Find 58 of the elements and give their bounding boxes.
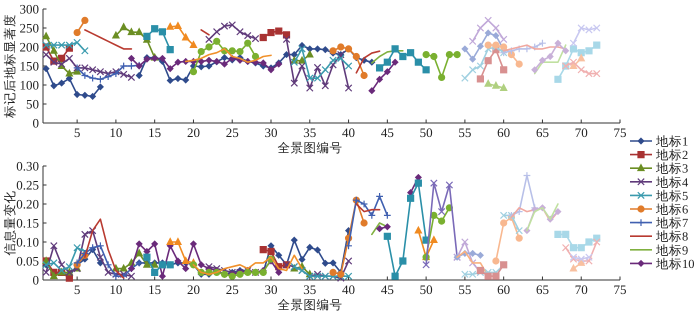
x-tick-label: 5: [74, 282, 80, 297]
y-tick-label: 0.20: [16, 196, 39, 212]
x-tick-label: 65: [536, 282, 549, 297]
x-tick-label: 20: [186, 282, 200, 297]
x-tick-label: 65: [536, 125, 549, 140]
y-tick-label: 0.25: [16, 178, 39, 192]
x-tick-label: 20: [186, 125, 200, 140]
legend-label: 地标2: [655, 148, 688, 162]
legend-label: 地标5: [655, 188, 688, 203]
x-tick-label: 60: [497, 282, 510, 297]
x-tick-label: 70: [574, 125, 588, 140]
y-tick-label: 300: [20, 2, 39, 16]
y-tick-label: 0.10: [16, 234, 39, 250]
y-axis-title: 标记后地标显著度: [2, 14, 17, 119]
y-tick-label: 200: [20, 40, 39, 54]
x-tick-label: 70: [574, 282, 588, 297]
legend-label: 地标10: [655, 256, 694, 271]
x-tick-label: 45: [380, 125, 394, 140]
x-tick-label: 60: [497, 125, 510, 140]
x-tick-label: 50: [420, 282, 433, 297]
x-tick-label: 30: [264, 125, 278, 140]
legend-label: 地标8: [655, 230, 688, 244]
y-tick-label: 0.05: [16, 254, 39, 268]
legend-label: 地标3: [655, 162, 688, 176]
x-tick-label: 25: [226, 125, 239, 140]
x-tick-label: 10: [109, 282, 122, 297]
y-tick-label: 0: [32, 116, 39, 130]
x-tick-label: 30: [264, 282, 278, 297]
y-tick-label: 50: [26, 96, 39, 112]
x-tick-label: 40: [342, 282, 356, 297]
x-tick-label: 15: [148, 125, 162, 140]
x-tick-label: 10: [109, 125, 122, 140]
x-tick-label: 5: [74, 125, 80, 140]
x-tick-label: 15: [148, 282, 162, 297]
x-tick-label: 40: [342, 125, 356, 140]
y-tick-label: 0: [32, 272, 39, 288]
x-tick-label: 75: [614, 282, 626, 297]
y-tick-label: 250: [20, 20, 39, 36]
legend-label: 地标4: [655, 175, 689, 190]
legend-label: 地标7: [655, 216, 688, 230]
x-tick-label: 35: [303, 125, 316, 140]
x-tick-label: 45: [380, 282, 394, 297]
x-tick-label: 55: [458, 282, 472, 297]
x-tick-label: 55: [458, 125, 472, 140]
legend-label: 地标9: [655, 243, 688, 258]
y-tick-label: 0.30: [16, 158, 39, 174]
x-tick-label: 25: [226, 282, 239, 297]
y-tick-label: 150: [20, 58, 39, 74]
x-axis-title: 全景图编号: [278, 141, 342, 155]
y-tick-label: 0.15: [16, 216, 39, 230]
legend-label: 地标1: [655, 134, 688, 148]
y-tick-label: 100: [20, 78, 39, 92]
legend-label: 地标6: [655, 202, 688, 216]
x-tick-label: 50: [420, 125, 433, 140]
x-tick-label: 75: [614, 125, 626, 140]
y-axis-title: 信息量变化: [3, 190, 17, 256]
x-axis-title: 全景图编号: [278, 298, 342, 312]
x-tick-label: 35: [303, 282, 316, 297]
